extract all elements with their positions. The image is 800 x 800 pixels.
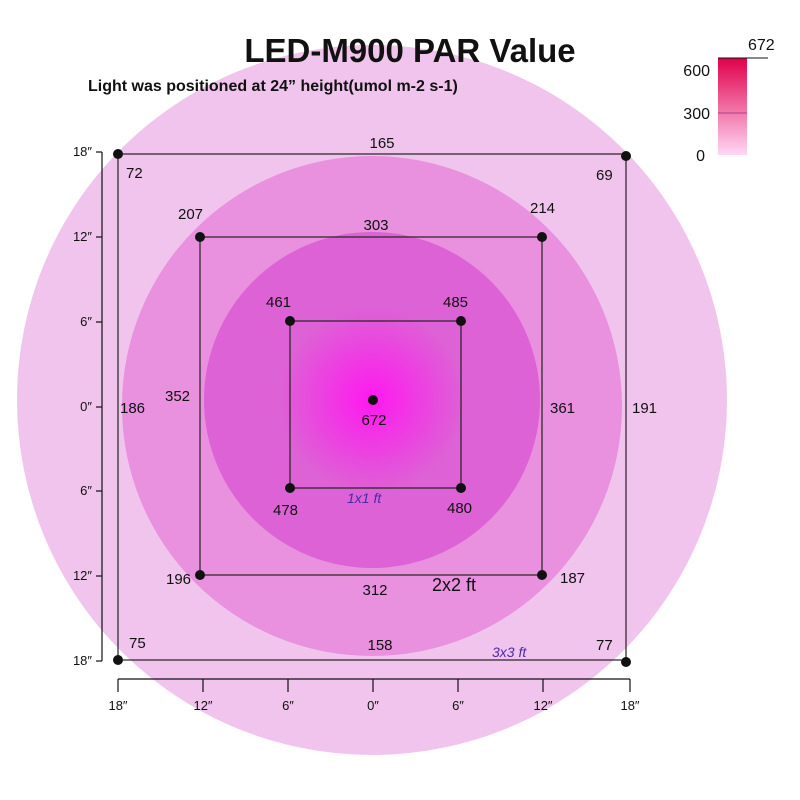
corner-dots [113,149,631,667]
x-tick-label: 18″ [620,698,639,713]
value-center: 672 [361,412,386,429]
value-3x3-left-edge: 186 [120,400,145,417]
value-2x2-top-left: 207 [178,206,203,223]
value-2x2-top-edge: 303 [363,217,388,234]
title: LED-M900 PAR Value [244,32,575,69]
value-2x2-right-edge: 361 [550,400,575,417]
label-2x2: 2x2 ft [432,575,476,595]
x-tick-label: 12″ [533,698,552,713]
value-2x2-bottom-edge: 312 [362,582,387,599]
y-tick-label: 6″ [80,483,92,498]
value-1x1-top-right: 485 [443,294,468,311]
y-tick-label: 0″ [80,399,92,414]
value-2x2-bottom-right: 187 [560,570,585,587]
value-3x3-top-left: 72 [126,165,143,182]
square-1x1 [289,320,462,489]
value-2x2-top-right: 214 [530,200,555,217]
legend-tick-0: 0 [696,148,705,165]
value-1x1-bottom-right: 480 [447,500,472,517]
x-tick-label: 6″ [452,698,464,713]
value-3x3-bottom-edge: 158 [367,637,392,654]
subtitle: Light was positioned at 24” height(umol … [88,78,458,95]
label-3x3: 3x3 ft [492,644,527,660]
legend-tick-300: 300 [683,106,710,123]
legend-tick-600: 600 [683,63,710,80]
square-3x3 [117,153,627,661]
value-3x3-bottom-left: 75 [129,635,146,652]
value-1x1-top-left: 461 [266,294,291,311]
value-2x2-bottom-left: 196 [166,571,191,588]
label-1x1: 1x1 ft [347,490,382,506]
legend-color-bar [718,58,747,155]
value-3x3-bottom-right: 77 [596,637,613,654]
bottom-axis [117,678,631,692]
value-1x1-bottom-left: 478 [273,502,298,519]
value-2x2-left-edge: 352 [165,388,190,405]
value-3x3-top-edge: 165 [369,135,394,152]
legend: 672 600 300 0 [683,37,775,165]
left-axis [96,151,103,662]
y-tick-label: 12″ [73,229,92,244]
value-3x3-top-right: 69 [596,167,613,184]
legend-max-label: 672 [748,37,775,54]
y-tick-label: 12″ [73,568,92,583]
value-3x3-right-edge: 191 [632,400,657,417]
y-tick-label: 18″ [73,653,92,668]
x-tick-label: 12″ [193,698,212,713]
x-tick-label: 18″ [108,698,127,713]
square-2x2 [199,236,543,576]
y-tick-label: 6″ [80,314,92,329]
x-tick-label: 0″ [367,698,379,713]
x-tick-label: 6″ [282,698,294,713]
y-tick-label: 18″ [73,144,92,159]
